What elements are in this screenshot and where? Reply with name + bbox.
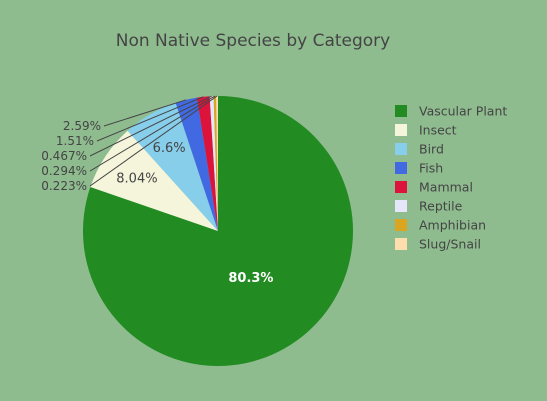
slice-label-fish: 2.59%: [63, 119, 101, 133]
leader-line-mammal: [96, 96, 204, 142]
legend-item-reptile[interactable]: Reptile: [395, 199, 463, 214]
legend-item-bird[interactable]: Bird: [395, 142, 444, 157]
legend-swatch: [395, 238, 407, 250]
pie-slice-slug-snail[interactable]: [216, 96, 218, 231]
pie-slices: [82, 96, 353, 366]
legend-swatch: [395, 143, 407, 155]
legend-label: Insect: [419, 123, 457, 138]
legend-item-slug-snail[interactable]: Slug/Snail: [395, 237, 481, 252]
legend-label: Vascular Plant: [419, 104, 507, 119]
legend-item-amphibian[interactable]: Amphibian: [395, 218, 486, 233]
legend-label: Mammal: [419, 180, 473, 195]
slice-label-insect: 8.04%: [116, 171, 157, 186]
legend-item-vascular-plant[interactable]: Vascular Plant: [395, 104, 507, 119]
leader-line-reptile: [89, 95, 212, 157]
legend-label: Bird: [419, 142, 444, 157]
leader-line-fish: [103, 99, 187, 127]
pie-slice-fish[interactable]: [175, 97, 218, 232]
slice-label-vascular-plant: 80.3%: [228, 271, 273, 286]
legend-swatch: [395, 200, 407, 212]
pie-labels: 80.3% 8.04% 6.6% 2.59%1.51%0.467%0.294%0.22…: [41, 95, 273, 286]
pie-slice-amphibian[interactable]: [213, 96, 218, 231]
slice-label-mammal: 1.51%: [56, 134, 94, 148]
legend-label: Slug/Snail: [419, 237, 481, 252]
legend-label: Reptile: [419, 199, 463, 214]
slice-label-reptile: 0.467%: [41, 149, 87, 163]
pie-slice-reptile[interactable]: [209, 96, 218, 231]
slice-label-slug-snail: 0.223%: [41, 179, 87, 193]
legend-swatch: [395, 124, 407, 136]
legend: Vascular Plant Insect Bird Fish Mammal Reptil…: [395, 104, 507, 252]
legend-label: Amphibian: [419, 218, 486, 233]
legend-swatch: [395, 162, 407, 174]
legend-label: Fish: [419, 161, 443, 176]
legend-item-mammal[interactable]: Mammal: [395, 180, 473, 195]
chart-title: Non Native Species by Category: [116, 31, 390, 51]
legend-swatch: [395, 219, 407, 231]
legend-item-fish[interactable]: Fish: [395, 161, 443, 176]
slice-label-amphibian: 0.294%: [41, 164, 87, 178]
leader-line-amphibian: [89, 95, 216, 172]
legend-item-insect[interactable]: Insect: [395, 123, 457, 138]
legend-swatch: [395, 105, 407, 117]
legend-swatch: [395, 181, 407, 193]
pie-slice-vascular-plant[interactable]: [82, 96, 353, 366]
pie-slice-mammal[interactable]: [196, 96, 218, 231]
leader-line-slug-snail: [89, 95, 218, 187]
pie-slice-insect[interactable]: [90, 130, 218, 231]
slice-label-bird: 6.6%: [153, 141, 186, 156]
